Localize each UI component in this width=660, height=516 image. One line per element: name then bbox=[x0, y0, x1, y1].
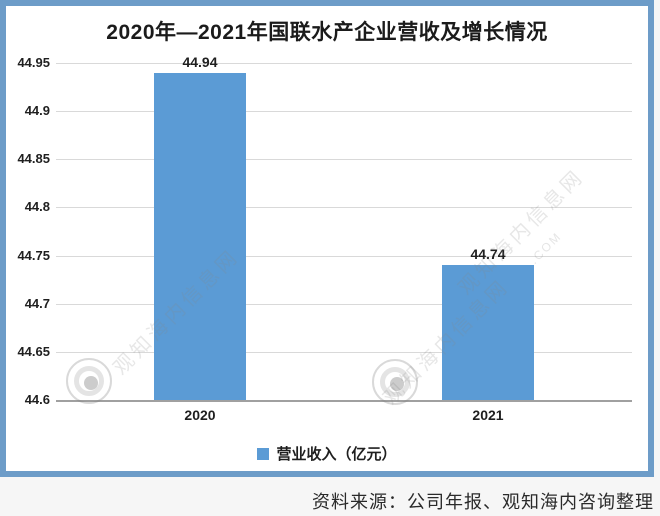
bar-2021 bbox=[442, 265, 534, 400]
chart-title: 2020年—2021年国联水产企业营收及增长情况 bbox=[106, 21, 548, 44]
y-axis: 44.95 44.9 44.85 44.8 44.75 44.7 44.65 44.6 bbox=[6, 55, 50, 407]
bar-2020 bbox=[154, 72, 246, 400]
y-tick-label: 44.75 bbox=[17, 247, 50, 263]
legend-marker-icon bbox=[257, 447, 270, 460]
legend-label: 营业收入（亿元） bbox=[276, 446, 397, 463]
x-tick-label: 2020 bbox=[184, 407, 216, 423]
y-tick-label: 44.95 bbox=[17, 55, 50, 70]
chart-frame: 2020年—2021年国联水产企业营收及增长情况 44.95 44.9 44.85 4… bbox=[0, 0, 654, 477]
gridline bbox=[56, 303, 632, 305]
y-tick-label: 44.8 bbox=[24, 199, 50, 215]
x-axis-line bbox=[56, 400, 632, 402]
gridline bbox=[56, 255, 632, 257]
source-note: 资料来源：公司年报、观知海内咨询整理 bbox=[312, 492, 654, 512]
y-tick-label: 44.85 bbox=[17, 151, 50, 167]
gridline bbox=[56, 63, 632, 64]
y-tick-label: 44.7 bbox=[24, 295, 50, 311]
legend: 营业收入（亿元） bbox=[6, 443, 648, 464]
gridline bbox=[56, 159, 632, 161]
bar-value-label: 44.74 bbox=[470, 246, 506, 263]
y-tick-label: 44.9 bbox=[24, 103, 50, 119]
y-tick-label: 44.65 bbox=[17, 343, 50, 359]
gridline bbox=[56, 351, 632, 353]
x-tick-label: 2021 bbox=[472, 407, 504, 423]
gridline bbox=[56, 207, 632, 209]
gridline bbox=[56, 111, 632, 113]
bar-value-label: 44.94 bbox=[182, 53, 218, 70]
y-tick-label: 44.6 bbox=[24, 392, 50, 407]
plot-area: 44.94 2020 44.74 2021 bbox=[56, 54, 632, 423]
